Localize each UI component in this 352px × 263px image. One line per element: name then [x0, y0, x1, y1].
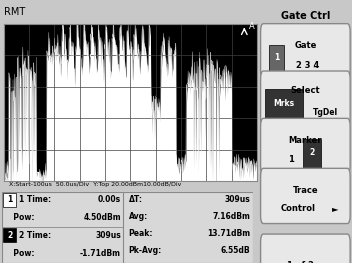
- Text: TgDel: TgDel: [313, 108, 338, 117]
- Text: Mrks: Mrks: [274, 99, 295, 108]
- Text: A: A: [249, 22, 255, 31]
- Text: Avg:: Avg:: [128, 212, 148, 221]
- Text: ΔT:: ΔT:: [128, 195, 143, 204]
- Text: 6.55dB: 6.55dB: [220, 246, 250, 255]
- Text: Gate: Gate: [294, 41, 316, 50]
- Text: Pk-Avg:: Pk-Avg:: [128, 246, 162, 255]
- FancyBboxPatch shape: [2, 192, 123, 263]
- Text: 2: 2: [186, 171, 191, 180]
- Text: 13.71dBm: 13.71dBm: [207, 229, 250, 238]
- Text: 1 Time:: 1 Time:: [19, 195, 51, 204]
- Text: 1 of 2 ►: 1 of 2 ►: [287, 261, 323, 263]
- Text: 1: 1: [35, 171, 40, 180]
- Text: RMT: RMT: [4, 7, 25, 17]
- FancyBboxPatch shape: [260, 234, 350, 263]
- Text: 2: 2: [309, 148, 315, 157]
- Text: 1: 1: [274, 53, 279, 62]
- FancyBboxPatch shape: [123, 192, 253, 263]
- Text: 1: 1: [288, 155, 294, 164]
- Text: Peak:: Peak:: [128, 229, 153, 238]
- Text: 1: 1: [7, 195, 12, 204]
- FancyBboxPatch shape: [3, 228, 16, 242]
- FancyBboxPatch shape: [3, 193, 16, 207]
- Text: 4.50dBm: 4.50dBm: [83, 213, 121, 222]
- FancyBboxPatch shape: [303, 139, 321, 168]
- Text: -1.71dBm: -1.71dBm: [80, 249, 121, 257]
- Text: Marker: Marker: [289, 135, 322, 145]
- Text: 2 3 4: 2 3 4: [296, 60, 319, 70]
- Text: Gate Ctrl: Gate Ctrl: [281, 11, 330, 21]
- FancyBboxPatch shape: [260, 71, 350, 126]
- FancyBboxPatch shape: [265, 89, 303, 118]
- Text: X:Start-100us  50.0us/Div  Y:Top 20.00dBm10.00dB/Div: X:Start-100us 50.0us/Div Y:Top 20.00dBm1…: [8, 181, 181, 187]
- Text: 0.00s: 0.00s: [98, 195, 121, 204]
- Text: 309us: 309us: [95, 231, 121, 240]
- Text: 309us: 309us: [224, 195, 250, 204]
- Text: A1: A1: [16, 194, 27, 203]
- FancyBboxPatch shape: [260, 118, 350, 174]
- Text: Pow:: Pow:: [8, 213, 34, 222]
- FancyBboxPatch shape: [260, 24, 350, 79]
- Text: ►: ►: [332, 204, 339, 213]
- Text: 7.16dBm: 7.16dBm: [212, 212, 250, 221]
- Text: Control: Control: [281, 204, 315, 213]
- FancyBboxPatch shape: [269, 45, 284, 72]
- Text: Trace: Trace: [293, 185, 318, 195]
- Text: 2 Time:: 2 Time:: [19, 231, 51, 240]
- Text: Select: Select: [290, 86, 320, 95]
- Text: 2: 2: [7, 231, 12, 240]
- FancyBboxPatch shape: [260, 168, 350, 224]
- Text: Pow:: Pow:: [8, 249, 34, 257]
